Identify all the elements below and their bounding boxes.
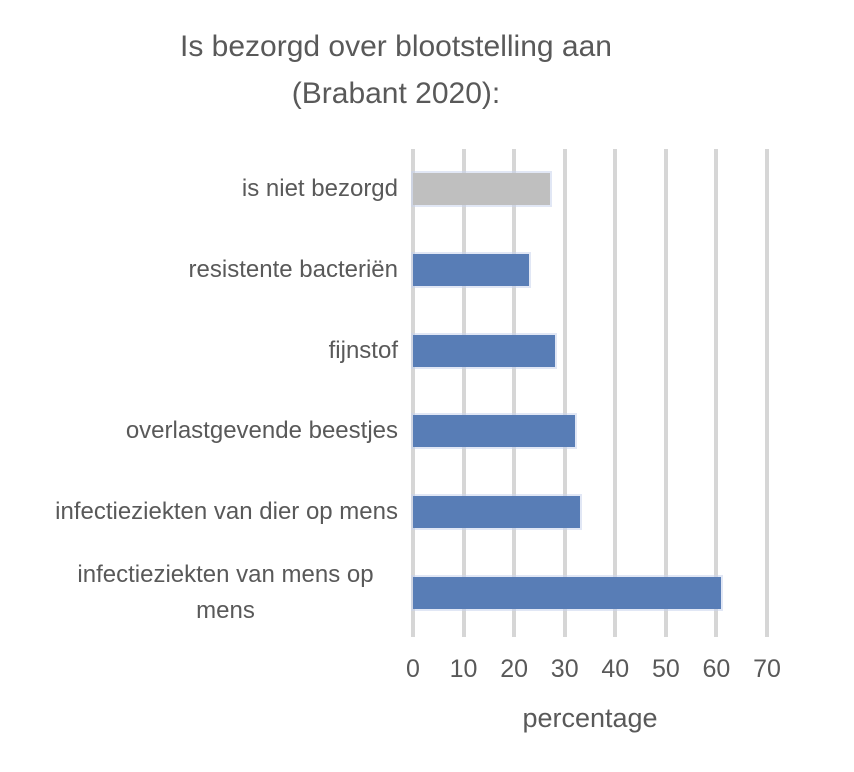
category-label: is niet bezorgd <box>241 175 398 203</box>
category-label-row: fijnstof <box>0 310 404 391</box>
bar <box>413 576 722 609</box>
gridline <box>461 149 466 637</box>
plot-area <box>411 149 769 637</box>
bar <box>413 334 555 367</box>
gridline <box>663 149 668 637</box>
gridline <box>512 149 517 637</box>
category-label-row: infectieziekten van mens op mens <box>0 552 404 633</box>
x-tick-label: 60 <box>702 655 731 683</box>
bar <box>413 415 575 448</box>
gridline <box>411 149 415 637</box>
gridline <box>562 149 567 637</box>
chart-title: Is bezorgd over blootstelling aan (Braba… <box>0 24 792 117</box>
bar <box>413 254 530 286</box>
category-label: overlastgevende beestjes <box>125 417 398 445</box>
category-label: infectieziekten van dier op mens <box>55 497 398 525</box>
chart-title-line-1: Is bezorgd over blootstelling aan <box>180 30 612 63</box>
category-label: fijnstof <box>328 336 398 364</box>
category-label-row: infectieziekten van dier op mens <box>0 472 404 553</box>
gridline <box>765 149 769 637</box>
x-tick-label: 40 <box>601 655 630 683</box>
category-label: resistente bacteriën <box>188 255 398 283</box>
category-axis: is niet bezorgd resistente bacteriën fijns… <box>0 149 404 633</box>
value-axis: 0 10 20 30 40 50 60 70 <box>406 655 781 687</box>
x-tick-label: 70 <box>753 655 781 683</box>
bar <box>413 496 580 528</box>
x-tick-label: 0 <box>406 655 420 683</box>
x-axis-title: percentage <box>522 703 658 733</box>
category-label: infectieziekten van mens op mens <box>77 560 374 624</box>
bar <box>413 173 550 206</box>
x-tick-label: 50 <box>651 655 680 683</box>
category-label-row: resistente bacteriën <box>0 230 404 311</box>
x-tick-label: 20 <box>500 655 529 683</box>
gridline <box>613 149 618 637</box>
x-tick-label: 30 <box>550 655 579 683</box>
category-label-row: is niet bezorgd <box>0 149 404 230</box>
category-label-row: overlastgevende beestjes <box>0 391 404 472</box>
x-tick-label: 10 <box>449 655 478 683</box>
gridline <box>714 149 719 637</box>
chart-title-line-2: (Brabant 2020): <box>291 76 501 110</box>
